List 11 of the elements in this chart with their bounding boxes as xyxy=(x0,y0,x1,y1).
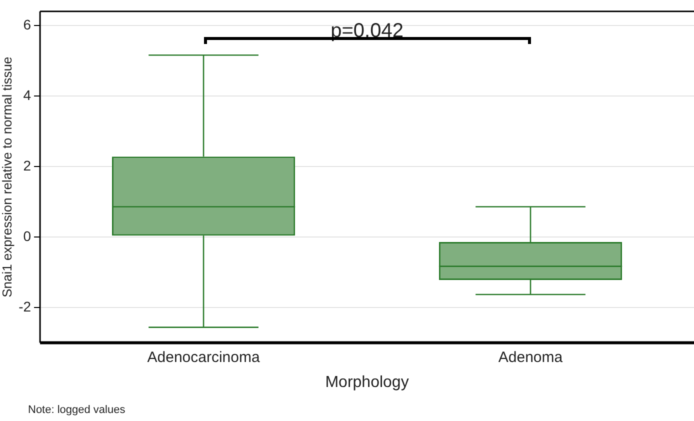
x-axis-title: Morphology xyxy=(325,374,409,391)
x-tick-label: Adenocarcinoma xyxy=(147,348,260,366)
y-tick-label: 4 xyxy=(23,86,32,103)
annotation: p=0.042 xyxy=(330,20,404,42)
text: Note: logged values xyxy=(28,404,126,416)
y-tick-label: 6 xyxy=(23,16,32,32)
y-tick-label: 2 xyxy=(23,157,32,174)
x-tick-label: Adenoma xyxy=(498,348,564,366)
y-axis-title: Snai1 expression relative to normal tissue xyxy=(0,56,14,298)
y-tick-label: 0 xyxy=(23,228,32,244)
y-tick-label: -2 xyxy=(18,298,32,314)
